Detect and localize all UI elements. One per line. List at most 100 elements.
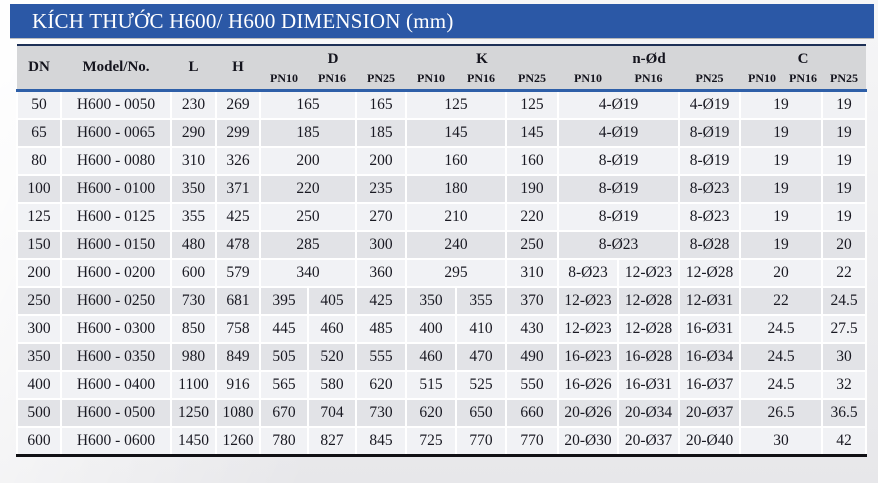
d-cell: 405 — [307, 286, 357, 316]
model-cell: H600 - 0600 — [60, 426, 172, 457]
d-cell: 460 — [307, 314, 357, 344]
table-row: 200 H600 - 0200 600 579 340 360 295 310 8-Ø23 12-… — [16, 258, 868, 288]
d-cell: 845 — [354, 426, 408, 457]
d-cell: 250 — [259, 202, 357, 232]
col-subheader-nod-pn10: PN10 — [558, 68, 619, 92]
d-cell: 285 — [259, 230, 357, 260]
c-cell: 27.5 — [821, 314, 868, 344]
d-cell: 185 — [259, 118, 357, 148]
dn-cell: 350 — [16, 342, 62, 372]
k-cell: 350 — [405, 286, 458, 316]
c-cell: 19 — [739, 118, 824, 148]
h-cell: 269 — [215, 89, 261, 120]
k-cell: 180 — [405, 174, 508, 204]
table-row: 400 H600 - 0400 1100 916 565 580 620 515 525 550 1… — [16, 370, 868, 400]
col-group-nod: n-Ød — [558, 44, 741, 68]
d-cell: 505 — [259, 342, 309, 372]
c-cell: 42 — [821, 426, 868, 457]
dimension-table-wrap: DN Model/No. L H D K n-Ød C PN10 PN16 PN… — [16, 44, 868, 457]
col-group-c: C — [740, 44, 867, 68]
model-cell: H600 - 0125 — [60, 202, 172, 232]
d-cell: 730 — [354, 398, 408, 428]
d-cell: 340 — [259, 258, 357, 288]
d-cell: 360 — [354, 258, 408, 288]
d-cell: 670 — [259, 398, 309, 428]
k-cell: 125 — [405, 89, 508, 120]
table-row: 300 H600 - 0300 850 758 445 460 485 400 410 430 12… — [16, 314, 868, 344]
nod-cell: 20-Ø37 — [617, 426, 681, 457]
k-cell: 770 — [455, 426, 508, 457]
h-cell: 371 — [215, 174, 261, 204]
table-row: 150 H600 - 0150 480 478 285 300 240 250 8-Ø23 8-Ø… — [16, 230, 868, 260]
d-cell: 200 — [259, 146, 357, 176]
model-cell: H600 - 0080 — [60, 146, 172, 176]
table-row: 100 H600 - 0100 350 371 220 235 180 190 8-Ø19 8-Ø… — [16, 174, 868, 204]
k-cell: 210 — [405, 202, 508, 232]
h-cell: 849 — [215, 342, 261, 372]
col-subheader-c-pn25: PN25 — [822, 68, 867, 92]
l-cell: 980 — [170, 342, 217, 372]
nod-cell: 12-Ø28 — [617, 314, 681, 344]
d-cell: 485 — [354, 314, 408, 344]
nod-cell: 8-Ø19 — [557, 146, 681, 176]
d-cell: 580 — [307, 370, 357, 400]
col-header-dn: DN — [17, 44, 61, 92]
c-cell: 30 — [821, 342, 868, 372]
d-cell: 200 — [354, 146, 408, 176]
h-cell: 326 — [215, 146, 261, 176]
nod-cell: 4-Ø19 — [678, 89, 742, 120]
c-cell: 19 — [821, 174, 868, 204]
dn-cell: 500 — [16, 398, 62, 428]
col-subheader-k-pn16: PN16 — [456, 68, 507, 92]
dimension-table: DN Model/No. L H D K n-Ød C PN10 PN16 PN… — [16, 44, 868, 457]
l-cell: 230 — [170, 89, 217, 120]
nod-cell: 16-Ø31 — [617, 370, 681, 400]
dn-cell: 150 — [16, 230, 62, 260]
l-cell: 355 — [170, 202, 217, 232]
nod-cell: 8-Ø23 — [678, 202, 742, 232]
c-cell: 30 — [739, 426, 824, 457]
table-row: 125 H600 - 0125 355 425 250 270 210 220 8-Ø19 8-Ø… — [16, 202, 868, 232]
l-cell: 1450 — [170, 426, 217, 457]
nod-cell: 12-Ø23 — [617, 258, 681, 288]
d-cell: 565 — [259, 370, 309, 400]
k-cell: 250 — [505, 230, 560, 260]
nod-cell: 12-Ø28 — [678, 258, 742, 288]
c-cell: 24.5 — [739, 314, 824, 344]
c-cell: 19 — [739, 89, 824, 120]
h-cell: 1080 — [215, 398, 261, 428]
nod-cell: 8-Ø19 — [678, 146, 742, 176]
k-cell: 550 — [505, 370, 560, 400]
c-cell: 26.5 — [739, 398, 824, 428]
nod-cell: 16-Ø31 — [678, 314, 742, 344]
c-cell: 36.5 — [821, 398, 868, 428]
k-cell: 410 — [455, 314, 508, 344]
nod-cell: 8-Ø23 — [557, 258, 620, 288]
dn-cell: 100 — [16, 174, 62, 204]
c-cell: 19 — [739, 230, 824, 260]
k-cell: 650 — [455, 398, 508, 428]
c-cell: 22 — [739, 286, 824, 316]
dn-cell: 600 — [16, 426, 62, 457]
c-cell: 19 — [739, 146, 824, 176]
d-cell: 395 — [259, 286, 309, 316]
nod-cell: 4-Ø19 — [557, 89, 681, 120]
table-row: 350 H600 - 0350 980 849 505 520 555 460 470 490 16… — [16, 342, 868, 372]
l-cell: 600 — [170, 258, 217, 288]
nod-cell: 16-Ø26 — [557, 370, 620, 400]
c-cell: 24.5 — [739, 342, 824, 372]
k-cell: 725 — [405, 426, 458, 457]
nod-cell: 20-Ø40 — [678, 426, 742, 457]
c-cell: 32 — [821, 370, 868, 400]
dn-cell: 50 — [16, 89, 62, 120]
c-cell: 22 — [821, 258, 868, 288]
k-cell: 515 — [405, 370, 458, 400]
c-cell: 19 — [821, 146, 868, 176]
l-cell: 310 — [170, 146, 217, 176]
d-cell: 185 — [354, 118, 408, 148]
k-cell: 430 — [505, 314, 560, 344]
nod-cell: 20-Ø37 — [678, 398, 742, 428]
model-cell: H600 - 0065 — [60, 118, 172, 148]
k-cell: 145 — [505, 118, 560, 148]
nod-cell: 20-Ø26 — [557, 398, 620, 428]
